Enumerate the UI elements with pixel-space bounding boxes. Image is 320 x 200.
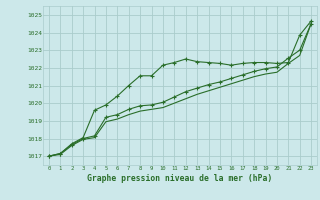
X-axis label: Graphe pression niveau de la mer (hPa): Graphe pression niveau de la mer (hPa)	[87, 174, 273, 183]
